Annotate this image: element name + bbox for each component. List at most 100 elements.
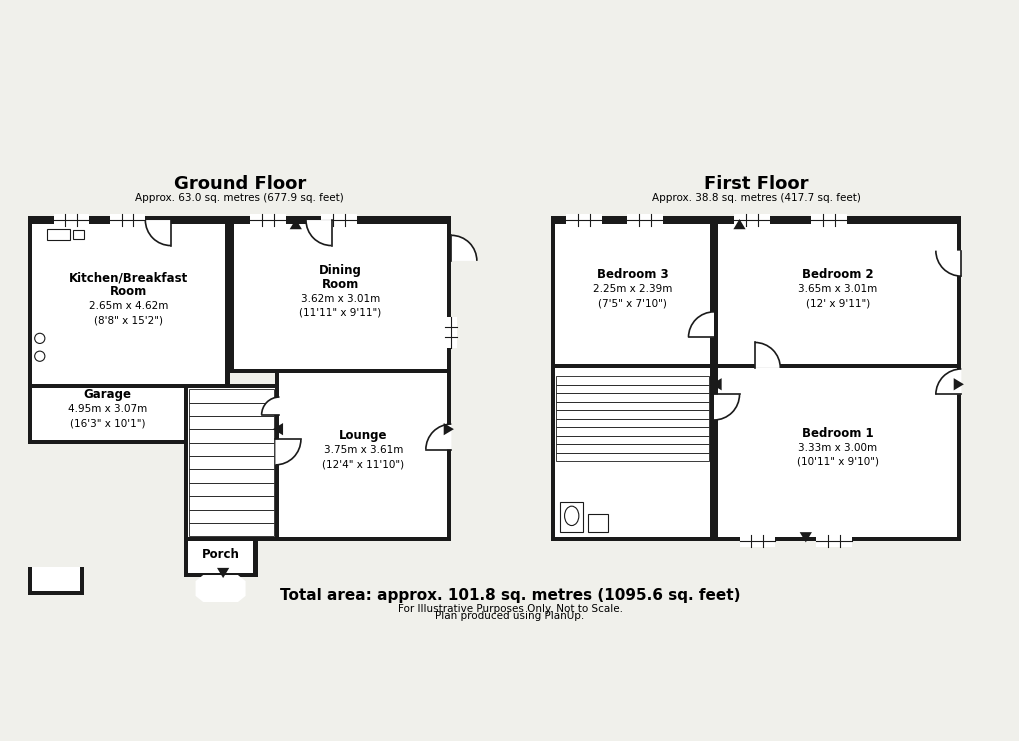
Bar (957, 220, 961, 542)
Text: Bedroom 2: Bedroom 2 (801, 268, 872, 281)
Polygon shape (217, 568, 229, 578)
Bar (189, 510, 274, 523)
Bar (555, 385, 708, 393)
Bar (183, 537, 257, 577)
Bar (554, 224, 709, 364)
Wedge shape (935, 250, 961, 276)
Polygon shape (443, 423, 453, 435)
Bar (29, 385, 187, 445)
Bar (550, 537, 961, 542)
Bar (588, 514, 608, 532)
Polygon shape (196, 575, 246, 602)
Bar (29, 440, 187, 445)
Text: (10'11" x 9'10"): (10'11" x 9'10") (796, 456, 877, 467)
Bar (33, 224, 225, 385)
Bar (734, 214, 769, 226)
Wedge shape (754, 342, 780, 368)
Bar (555, 428, 708, 436)
Bar (555, 419, 708, 428)
Bar (189, 483, 274, 496)
Bar (110, 214, 146, 226)
Bar (54, 214, 90, 226)
Bar (279, 373, 447, 537)
Text: Bedroom 3: Bedroom 3 (596, 268, 667, 281)
Bar (189, 470, 274, 483)
Text: (12' x 9'11"): (12' x 9'11") (805, 298, 869, 308)
Bar (189, 496, 274, 510)
Text: Bedroom 1: Bedroom 1 (801, 427, 872, 439)
Text: 2.65m x 4.62m: 2.65m x 4.62m (89, 302, 168, 311)
Text: Porch: Porch (202, 548, 239, 561)
Bar (555, 436, 708, 445)
Bar (189, 430, 274, 443)
Bar (275, 369, 451, 542)
Wedge shape (713, 394, 739, 420)
Text: For Illustrative Purposes Only. Not to Scale.: For Illustrative Purposes Only. Not to S… (397, 604, 622, 614)
Bar (559, 502, 583, 532)
Bar (29, 220, 229, 388)
Wedge shape (146, 220, 171, 245)
Text: 3.33m x 3.00m: 3.33m x 3.00m (797, 442, 876, 453)
Wedge shape (262, 397, 279, 415)
Text: 3.65m x 3.01m: 3.65m x 3.01m (797, 284, 876, 294)
Bar (717, 224, 957, 364)
Bar (250, 214, 285, 226)
Wedge shape (935, 369, 961, 394)
Bar (713, 364, 961, 542)
Text: (16'3" x 10'1"): (16'3" x 10'1") (70, 419, 146, 428)
Bar (189, 443, 274, 456)
Text: 3.62m x 3.01m: 3.62m x 3.01m (301, 293, 380, 304)
Text: Room: Room (110, 285, 148, 299)
Bar (183, 385, 279, 542)
Bar (739, 535, 774, 548)
Bar (189, 402, 274, 416)
Wedge shape (306, 220, 331, 245)
Polygon shape (273, 423, 283, 435)
Circle shape (35, 333, 45, 344)
Text: (12'4" x 11'10"): (12'4" x 11'10") (322, 459, 405, 469)
Text: Kitchen/Breakfast: Kitchen/Breakfast (69, 271, 189, 285)
Bar (29, 216, 451, 224)
Polygon shape (711, 378, 721, 391)
Bar (73, 230, 84, 239)
Bar (555, 411, 708, 419)
Bar (554, 368, 709, 537)
Bar (555, 376, 708, 385)
Polygon shape (799, 532, 811, 542)
Bar (189, 416, 274, 430)
Bar (815, 535, 851, 548)
Text: Dining: Dining (319, 264, 362, 276)
Text: Total area: approx. 101.8 sq. metres (1095.6 sq. feet): Total area: approx. 101.8 sq. metres (10… (279, 588, 740, 603)
Bar (717, 368, 957, 537)
Wedge shape (275, 439, 301, 465)
Text: (11'11" x 9'11"): (11'11" x 9'11") (299, 308, 381, 318)
Text: 2.25m x 2.39m: 2.25m x 2.39m (592, 284, 672, 294)
Text: Lounge: Lounge (338, 429, 387, 442)
Text: Approx. 38.8 sq. metres (417.7 sq. feet): Approx. 38.8 sq. metres (417.7 sq. feet) (651, 193, 860, 203)
Bar (321, 214, 357, 226)
Text: 3.75m x 3.61m: 3.75m x 3.61m (323, 445, 403, 455)
Text: (7'5" x 7'10"): (7'5" x 7'10") (597, 298, 666, 308)
Text: First Floor: First Floor (703, 176, 807, 193)
Bar (810, 214, 846, 226)
Text: Plan produced using PlanUp.: Plan produced using PlanUp. (435, 611, 584, 621)
Circle shape (35, 351, 45, 362)
Polygon shape (733, 219, 745, 229)
Bar (555, 453, 708, 462)
Bar (29, 220, 33, 445)
Bar (189, 389, 274, 402)
Bar (447, 220, 451, 542)
Bar (550, 364, 713, 542)
Bar (189, 523, 274, 536)
Polygon shape (198, 577, 244, 600)
Bar (275, 537, 451, 542)
Text: 4.95m x 3.07m: 4.95m x 3.07m (68, 405, 148, 414)
Ellipse shape (565, 506, 579, 525)
Wedge shape (688, 312, 713, 337)
Polygon shape (953, 378, 963, 391)
Text: Approx. 63.0 sq. metres (677.9 sq. feet): Approx. 63.0 sq. metres (677.9 sq. feet) (136, 193, 343, 203)
Bar (713, 220, 961, 368)
Bar (33, 567, 81, 591)
Text: Ground Floor: Ground Floor (173, 176, 306, 193)
Bar (550, 220, 713, 368)
